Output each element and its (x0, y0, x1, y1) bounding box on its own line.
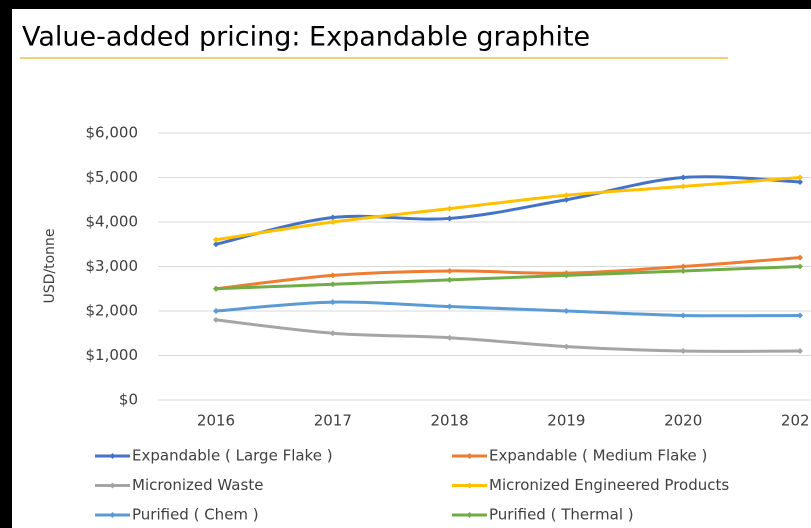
x-tick-label: 2020 (664, 412, 702, 430)
y-axis-title: USD/tonne (42, 228, 58, 303)
x-tick-label: 2018 (431, 412, 469, 430)
point-marker (563, 308, 570, 314)
series-line (215, 265, 801, 291)
legend-label: Purified ( Chem ) (132, 506, 259, 524)
point-marker (563, 196, 570, 203)
point-marker (797, 312, 803, 319)
point-marker (213, 236, 219, 243)
point-marker (797, 254, 803, 261)
point-marker (680, 174, 687, 181)
point-marker (329, 214, 336, 221)
point-marker (797, 263, 803, 270)
point-marker (680, 312, 687, 319)
legend-marker (466, 482, 473, 489)
point-marker (563, 343, 570, 350)
y-tick-label: $5,000 (86, 168, 139, 186)
point-marker (563, 272, 570, 279)
legend-marker (466, 453, 473, 459)
legend-marker (109, 482, 116, 489)
y-tick-label: $3,000 (86, 257, 139, 275)
y-tick-label: $6,000 (86, 124, 139, 142)
x-tick-label: 2021 (781, 412, 811, 430)
x-tick-label: 2019 (547, 412, 585, 430)
legend-label: Purified ( Thermal ) (489, 506, 634, 524)
point-marker (680, 267, 687, 274)
point-marker (213, 285, 219, 292)
point-marker (563, 192, 570, 199)
y-tick-label: $0 (119, 391, 138, 409)
point-marker (797, 348, 803, 355)
y-tick-label: $2,000 (86, 302, 139, 320)
point-marker (329, 299, 336, 306)
point-marker (213, 308, 219, 314)
legend-label: Expandable ( Large Flake ) (132, 447, 333, 465)
legend-label: Expandable ( Medium Flake ) (489, 447, 707, 465)
point-marker (213, 316, 219, 323)
point-marker (329, 272, 336, 279)
point-marker (446, 267, 453, 274)
point-marker (213, 241, 219, 248)
point-marker (446, 303, 453, 310)
point-marker (797, 178, 803, 185)
point-marker (680, 263, 687, 270)
series-line (215, 300, 801, 318)
legend-label: Micronized Engineered Products (489, 476, 729, 494)
legend-marker (109, 453, 116, 459)
x-tick-label: 2017 (314, 412, 352, 430)
chart-title: Value-added pricing: Expandable graphite (22, 22, 590, 53)
point-marker (680, 348, 687, 355)
legend-marker (466, 512, 473, 518)
point-marker (446, 334, 453, 341)
series-line (215, 176, 801, 242)
point-marker (446, 276, 453, 283)
legend-label: Micronized Waste (132, 476, 263, 494)
series-line (215, 256, 801, 291)
point-marker (797, 174, 803, 181)
y-tick-label: $1,000 (86, 346, 139, 364)
point-marker (329, 219, 336, 225)
point-marker (680, 183, 687, 190)
point-marker (446, 215, 453, 222)
series-line (215, 175, 801, 246)
slide-background (12, 9, 811, 528)
y-tick-label: $4,000 (86, 213, 139, 231)
point-marker (329, 281, 336, 288)
point-marker (329, 330, 336, 337)
series-line (215, 318, 801, 353)
x-tick-label: 2016 (197, 412, 235, 430)
point-marker (446, 205, 453, 212)
legend-marker (109, 512, 116, 518)
